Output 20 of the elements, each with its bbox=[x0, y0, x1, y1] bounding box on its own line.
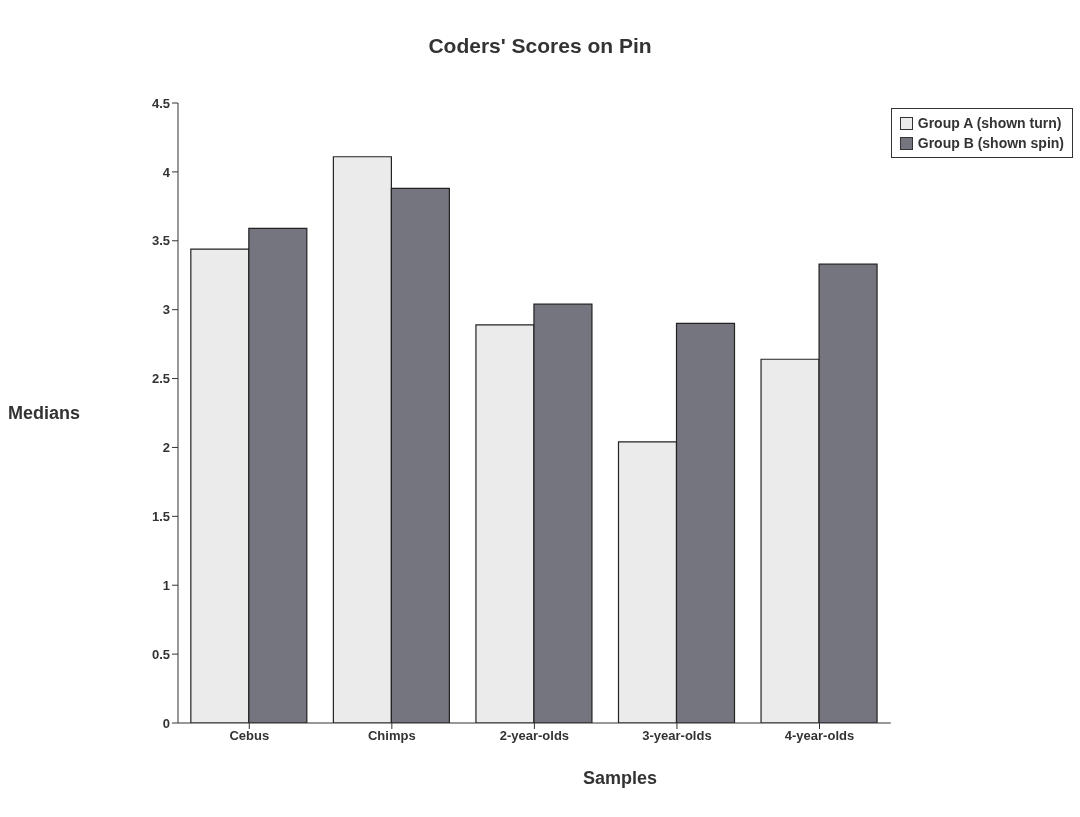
x-axis-title: Samples bbox=[581, 768, 658, 789]
y-tick-label: 1 bbox=[162, 577, 170, 593]
y-tick-label: 0.5 bbox=[151, 646, 170, 662]
y-tick-label: 0 bbox=[162, 715, 170, 731]
y-axis-title: Medians bbox=[8, 403, 81, 424]
y-tick-label: 4 bbox=[162, 164, 171, 180]
y-tick-label: 4.5 bbox=[151, 95, 170, 111]
x-tick-label: Cebus bbox=[229, 728, 270, 744]
chart-title: Coders' Scores on Pin bbox=[427, 33, 653, 58]
x-tick-label: 3-year-olds bbox=[642, 728, 712, 744]
y-tick-label: 3.5 bbox=[151, 233, 170, 249]
x-tick-label: 4-year-olds bbox=[784, 728, 855, 744]
x-tick-label: Chimps bbox=[368, 728, 416, 744]
legend-label: Group B (shown spin) bbox=[917, 134, 1064, 153]
legend-label: Group A (shown turn) bbox=[917, 114, 1062, 133]
y-tick-label: 2.5 bbox=[151, 371, 170, 387]
y-tick-label: 2 bbox=[162, 440, 170, 456]
y-tick-label: 3 bbox=[162, 302, 170, 318]
x-tick-label: 2-year-olds bbox=[499, 728, 570, 744]
y-tick-label: 1.5 bbox=[151, 508, 170, 524]
